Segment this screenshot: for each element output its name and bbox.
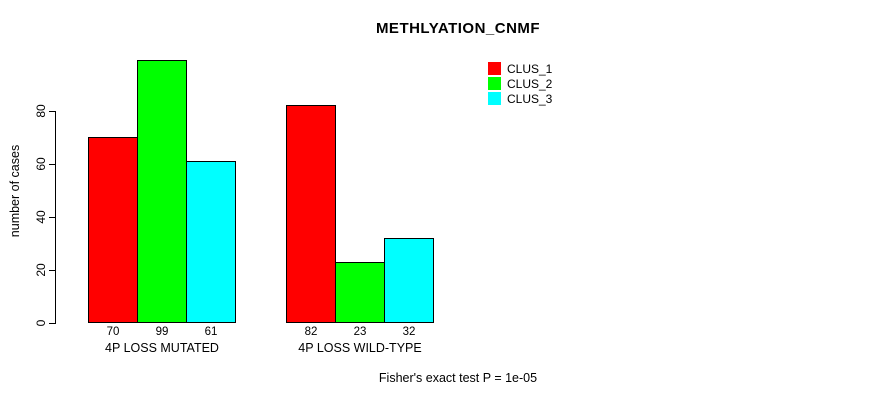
bar-clus_3-group1 (186, 160, 236, 323)
legend: CLUS_1 CLUS_2 CLUS_3 (488, 61, 552, 106)
y-axis-tick-label: 20 (34, 263, 48, 277)
bar-value-label: 32 (402, 326, 416, 338)
legend-label: CLUS_3 (507, 91, 553, 106)
legend-swatch-icon (488, 62, 501, 75)
y-axis-tick-label: 0 (34, 319, 48, 327)
bar-clus_1-group1 (88, 137, 138, 323)
group-label: 4P LOSS WILD-TYPE (298, 341, 422, 355)
footer-note: Fisher's exact test P = 1e-05 (378, 371, 538, 385)
legend-swatch-icon (488, 92, 501, 105)
y-axis-tick-label: 60 (34, 156, 48, 171)
legend-item-clus_1: CLUS_1 (488, 61, 552, 76)
y-axis-tick (49, 323, 56, 324)
bar-value-label: 23 (353, 326, 367, 338)
y-axis-tick (49, 163, 56, 165)
bar-value-label: 61 (204, 326, 218, 338)
chart-title: METHLYATION_CNMF (375, 20, 541, 37)
y-axis-tick (49, 216, 56, 218)
legend-label: CLUS_2 (507, 76, 553, 91)
legend-item-clus_2: CLUS_2 (488, 76, 552, 91)
bar-clus_3-group2 (384, 238, 434, 323)
y-axis-label: number of cases (8, 144, 22, 238)
bar-value-label: 99 (155, 326, 169, 338)
legend-item-clus_3: CLUS_3 (488, 91, 552, 106)
y-axis-tick-label: 80 (34, 103, 48, 118)
legend-swatch-icon (488, 77, 501, 90)
y-axis-tick (49, 269, 56, 271)
bar-clus_2-group2 (335, 261, 385, 323)
y-axis-tick-label: 40 (34, 210, 48, 224)
bar-clus_2-group1 (137, 60, 187, 323)
legend-label: CLUS_1 (507, 61, 553, 76)
y-axis-tick (49, 110, 56, 112)
bar-value-label: 70 (106, 326, 120, 338)
bar-clus_1-group2 (286, 105, 336, 323)
bar-value-label: 82 (304, 326, 318, 338)
group-label: 4P LOSS MUTATED (105, 341, 219, 355)
